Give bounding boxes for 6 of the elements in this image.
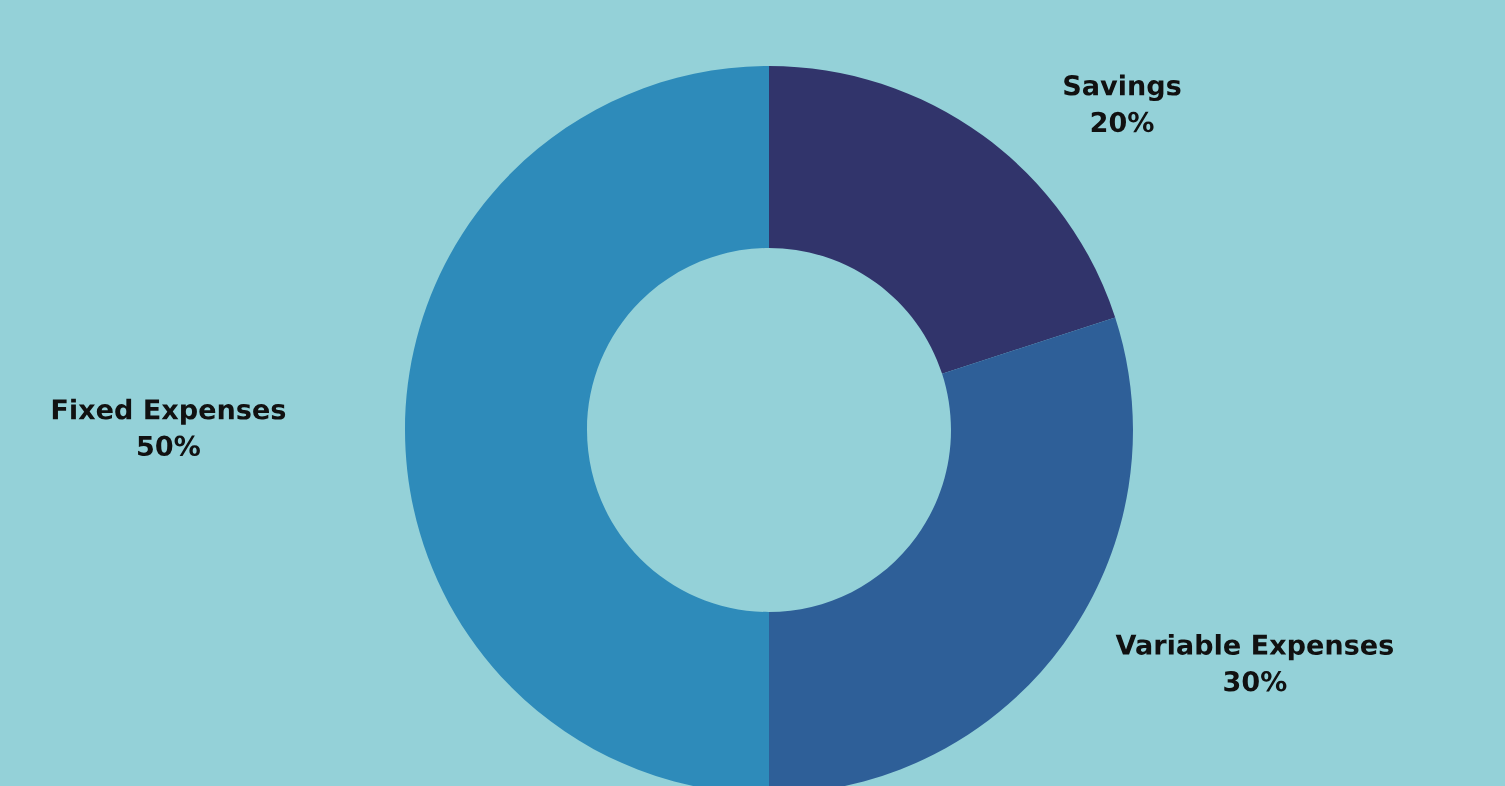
slice-label: Savings xyxy=(1064,74,1181,102)
slice-label: Fixed Expenses xyxy=(52,398,286,425)
data-label: 50% xyxy=(138,435,200,457)
data-label: 20% xyxy=(1091,111,1154,133)
slice-label: Variable Expenses xyxy=(1115,633,1393,661)
data-label: 30% xyxy=(1224,670,1287,692)
